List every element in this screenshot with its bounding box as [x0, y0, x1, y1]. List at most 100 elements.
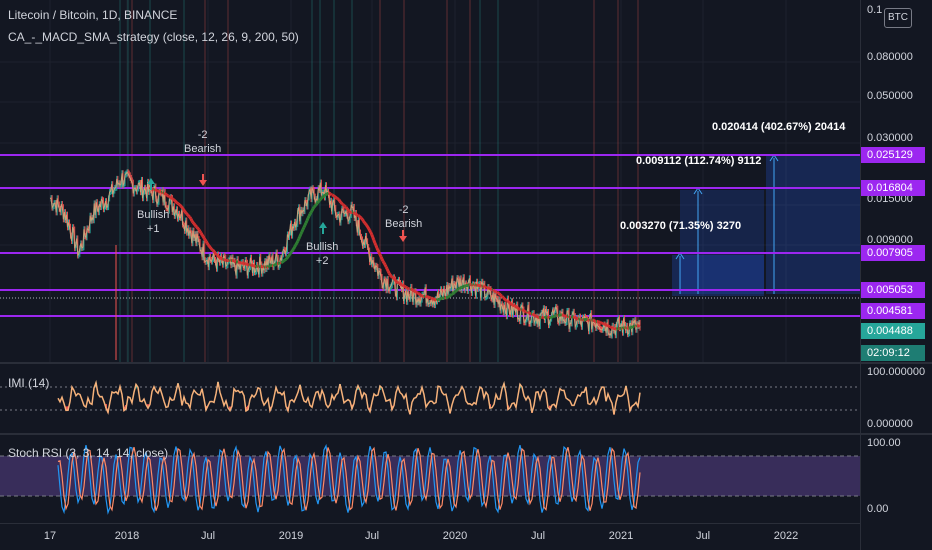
price-chart-pane[interactable]: Litecoin / Bitcoin, 1D, BINANCE CA_-_MAC… — [0, 0, 860, 362]
pane-separator[interactable] — [0, 362, 932, 364]
imi-line — [57, 379, 641, 415]
sma-line — [159, 190, 162, 194]
price-tick: 0.009000 — [867, 234, 913, 246]
stoch-rsi-legend[interactable]: Stoch RSI (3, 3, 14, 14, close) — [8, 446, 169, 460]
sma-line — [359, 216, 363, 220]
sma-line — [199, 232, 204, 236]
sma-line — [154, 188, 157, 192]
stoch-axis-top: 100.00 — [867, 437, 901, 449]
price-chart-canvas[interactable] — [0, 0, 860, 362]
sma-line — [553, 314, 557, 318]
measure-label-3[interactable]: 0.003270 (71.35%) 3270 — [620, 220, 742, 232]
sma-line — [311, 206, 316, 210]
sma-line — [573, 315, 577, 319]
sma-line — [202, 237, 207, 241]
sma-line — [344, 206, 349, 210]
sma-line — [427, 295, 430, 299]
sma-line — [289, 251, 293, 255]
symbol-title[interactable]: Litecoin / Bitcoin, 1D, BINANCE — [8, 8, 178, 22]
sma-line — [297, 236, 302, 240]
sma-line — [382, 262, 387, 266]
sma-line — [317, 199, 321, 203]
sma-line — [594, 319, 597, 323]
sma-line — [208, 245, 212, 249]
sma-line — [389, 274, 393, 278]
imi-canvas[interactable] — [0, 364, 860, 433]
signal-score: -2 — [197, 129, 208, 141]
sma-line — [303, 222, 308, 226]
sma-line — [509, 302, 513, 306]
measure-label-2[interactable]: 0.009112 (112.74%) 9112 — [636, 155, 762, 167]
sma-line — [215, 253, 219, 257]
time-tick: 2021 — [608, 530, 634, 542]
imi-pane[interactable]: IMI (14) — [0, 364, 860, 433]
imi-legend[interactable]: IMI (14) — [8, 376, 50, 390]
sma-line — [629, 326, 632, 330]
measure-label-1[interactable]: 0.020414 (402.67%) 20414 — [712, 121, 846, 133]
sma-line — [361, 218, 365, 222]
sma-line — [448, 293, 452, 298]
sma-line — [195, 226, 200, 230]
sma-line — [413, 289, 416, 293]
sma-line — [275, 262, 278, 266]
sma-line — [318, 198, 322, 202]
sma-line — [563, 314, 566, 318]
price-axis[interactable]: 0.1 0.080000 0.050000 0.030000 0.015000 … — [860, 0, 932, 550]
sma-line — [304, 220, 309, 224]
bullish-arrow — [147, 178, 155, 190]
sma-line — [163, 191, 166, 195]
sma-line — [296, 238, 301, 242]
sma-line — [333, 195, 337, 199]
sma-line — [609, 325, 613, 329]
price-tick: 0.015000 — [867, 193, 913, 205]
sma-line — [179, 204, 183, 208]
sma-line — [216, 254, 220, 258]
time-tick: Jul — [695, 530, 711, 542]
sma-line — [341, 202, 344, 206]
pane-separator[interactable] — [0, 433, 932, 435]
time-axis[interactable]: 17 2018 Jul 2019 Jul 2020 Jul 2021 Jul 2… — [0, 523, 860, 550]
sma-line — [203, 239, 208, 243]
sma-line — [188, 216, 193, 220]
sma-line — [370, 234, 375, 238]
strategy-legend[interactable]: CA_-_MACD_SMA_strategy (close, 12, 26, 9… — [8, 30, 299, 44]
sma-line — [626, 326, 630, 330]
sma-line — [346, 209, 351, 213]
sma-line — [352, 211, 356, 215]
imi-axis-top: 100.000000 — [867, 366, 926, 378]
sma-line — [607, 324, 610, 328]
sma-line — [501, 295, 505, 299]
signal-text: Bearish — [385, 218, 423, 230]
sma-line — [283, 258, 287, 262]
sma-line — [171, 197, 175, 201]
level-badge: 0.005053 — [861, 282, 925, 298]
sma-line — [172, 198, 176, 202]
sma-line — [285, 256, 289, 260]
stoch-rsi-pane[interactable]: Stoch RSI (3, 3, 14, 14, close) — [0, 435, 860, 523]
countdown-badge: 02:09:12 — [861, 345, 925, 361]
level-badge: 0.025129 — [861, 147, 925, 163]
sma-line — [364, 222, 368, 227]
stoch-rsi-canvas[interactable] — [0, 435, 860, 523]
sma-line — [165, 193, 169, 197]
sma-line — [290, 249, 294, 253]
currency-button[interactable]: BTC — [884, 8, 912, 28]
sma-line — [299, 231, 304, 235]
sma-line — [377, 251, 382, 256]
stoch-axis-bottom: 0.00 — [867, 503, 889, 515]
sma-line — [410, 288, 414, 292]
sma-line — [392, 276, 396, 281]
sma-line — [453, 290, 456, 294]
sma-line — [422, 294, 425, 299]
sma-line — [256, 264, 260, 269]
sma-line — [535, 314, 538, 318]
sma-line — [344, 205, 347, 209]
sma-line — [319, 197, 323, 201]
last-price-badge: 0.004488 — [861, 323, 925, 339]
sma-line — [516, 306, 520, 310]
sma-line — [536, 315, 539, 319]
sma-line — [207, 244, 211, 248]
sma-line — [266, 264, 270, 269]
sma-line — [174, 200, 178, 204]
